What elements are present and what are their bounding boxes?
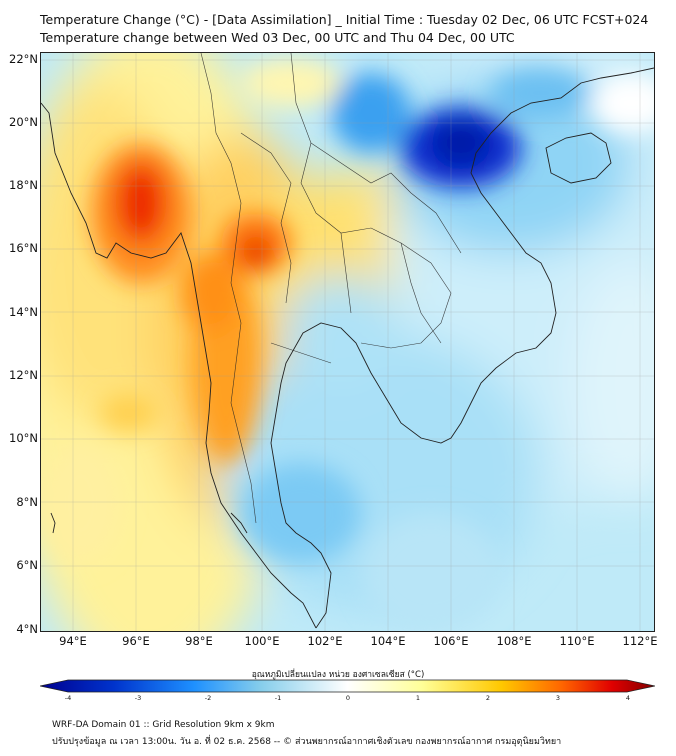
lat-label-18n: 18°N <box>9 178 38 192</box>
lat-label-4n: 4°N <box>16 622 38 636</box>
colorbar <box>40 679 655 693</box>
lat-label-12n: 12°N <box>9 368 38 382</box>
lon-label-106e: 106°E <box>433 634 469 648</box>
coastlines <box>41 67 654 629</box>
colorbar-tick-0: 0 <box>345 694 351 702</box>
lat-label-16n: 16°N <box>9 241 38 255</box>
lon-label-100e: 100°E <box>244 634 280 648</box>
lon-label-102e: 102°E <box>307 634 343 648</box>
footer-model-info: WRF-DA Domain 01 :: Grid Resolution 9km … <box>52 720 275 730</box>
lat-label-20n: 20°N <box>9 115 38 129</box>
map-subtitle: Temperature change between Wed 03 Dec, 0… <box>40 30 515 45</box>
colorbar-title: อุณหภูมิเปลี่ยนแปลง หน่วย องศาเซลเซียส (… <box>251 670 425 680</box>
lon-label-94e: 94°E <box>59 634 87 648</box>
colorbar-tick-2: 2 <box>485 694 491 702</box>
lat-label-10n: 10°N <box>9 431 38 445</box>
colorbar-tick--3: -3 <box>134 694 142 702</box>
lon-label-98e: 98°E <box>185 634 213 648</box>
lon-label-110e: 110°E <box>559 634 595 648</box>
footer-credit: ปรับปรุงข้อมูล ณ เวลา 13:00น. วัน อ. ที่… <box>52 737 562 747</box>
colorbar-tick--2: -2 <box>204 694 212 702</box>
lat-label-14n: 14°N <box>9 305 38 319</box>
lat-label-6n: 6°N <box>16 558 38 572</box>
country-borders <box>200 53 462 524</box>
colorbar-tick-4: 4 <box>625 694 631 702</box>
lon-label-104e: 104°E <box>370 634 406 648</box>
colorbar-tick--4: -4 <box>64 694 72 702</box>
colorbar-ramp <box>40 679 655 693</box>
lat-label-22n: 22°N <box>9 52 38 66</box>
lon-label-112e: 112°E <box>622 634 658 648</box>
colorbar-tick-1: 1 <box>415 694 421 702</box>
colorbar-tick--1: -1 <box>274 694 282 702</box>
graticule <box>41 53 654 631</box>
temperature-change-map <box>40 52 655 632</box>
map-title: Temperature Change (°C) - [Data Assimila… <box>40 12 649 27</box>
lat-label-8n: 8°N <box>16 495 38 509</box>
lon-label-108e: 108°E <box>496 634 532 648</box>
lon-label-96e: 96°E <box>122 634 150 648</box>
colorbar-tick-3: 3 <box>555 694 561 702</box>
temperature-field-detail <box>41 58 654 631</box>
